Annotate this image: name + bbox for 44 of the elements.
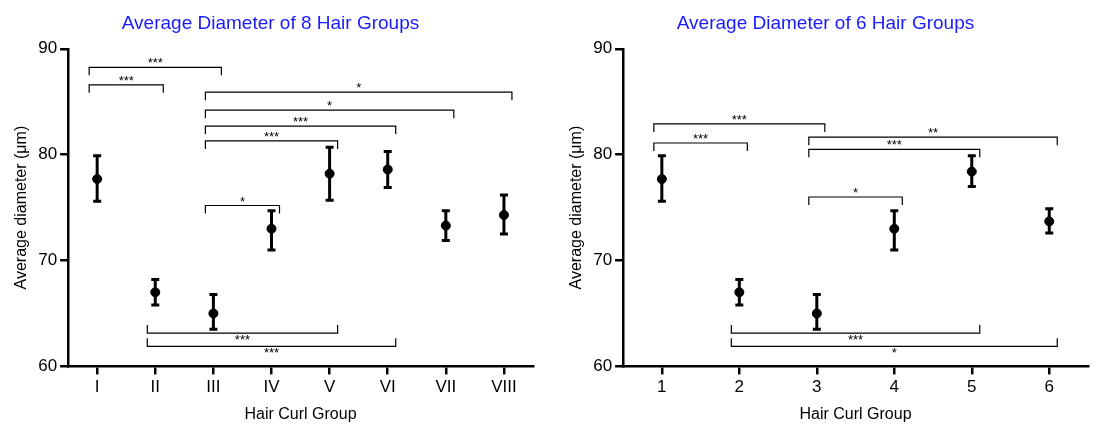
annotation: ***	[292, 114, 309, 130]
y-tick-label: 80	[593, 144, 613, 164]
x-tick-label: 1	[657, 377, 667, 397]
x-tick-label: VI	[379, 377, 396, 397]
y-tick-label: 80	[38, 144, 58, 164]
y-axis-title: Average diameter (μm)	[12, 125, 30, 290]
annotation: ***	[263, 345, 280, 361]
x-tick-label: VII	[435, 377, 457, 397]
y-tick-label: 70	[38, 250, 58, 270]
x-tick-label: 6	[1044, 377, 1054, 397]
x-axis-title: Hair Curl Group	[799, 404, 912, 422]
y-tick-label: 60	[593, 356, 613, 376]
chart-title: Average Diameter of 8 Hair Groups	[121, 11, 420, 33]
x-tick-label: II	[150, 377, 160, 397]
annotation: ***	[693, 131, 709, 147]
annotation: ***	[118, 72, 134, 88]
annotation: ***	[234, 332, 251, 348]
x-tick-label: I	[94, 377, 100, 397]
y-tick-label: 70	[593, 250, 613, 270]
annotation: **	[927, 125, 939, 141]
x-tick-label: 2	[734, 377, 745, 397]
x-tick-label: 3	[812, 377, 822, 397]
annotation: *	[891, 345, 897, 361]
y-tick-label: 90	[38, 38, 58, 58]
annotation: *	[356, 80, 362, 96]
x-axis-title: Hair Curl Group	[244, 404, 357, 422]
annotation: ***	[147, 55, 163, 71]
y-tick-label: 90	[593, 38, 613, 58]
y-tick-label: 60	[38, 356, 58, 376]
x-tick-label: III	[206, 377, 221, 397]
annotation: ***	[263, 128, 280, 144]
annotation: ***	[731, 112, 747, 128]
x-tick-label: VIII	[491, 377, 517, 397]
annotation: *	[327, 98, 333, 114]
x-tick-label: 4	[889, 377, 900, 397]
annotation: ***	[847, 332, 864, 348]
annotation: *	[853, 185, 859, 201]
annotation: *	[239, 193, 245, 209]
x-tick-label: IV	[263, 377, 281, 397]
y-axis-title: Average diameter (μm)	[567, 125, 585, 290]
x-tick-label: V	[323, 377, 336, 397]
chart-title: Average Diameter of 6 Hair Groups	[676, 11, 975, 33]
x-tick-label: 5	[967, 377, 977, 397]
annotation: ***	[886, 137, 902, 153]
